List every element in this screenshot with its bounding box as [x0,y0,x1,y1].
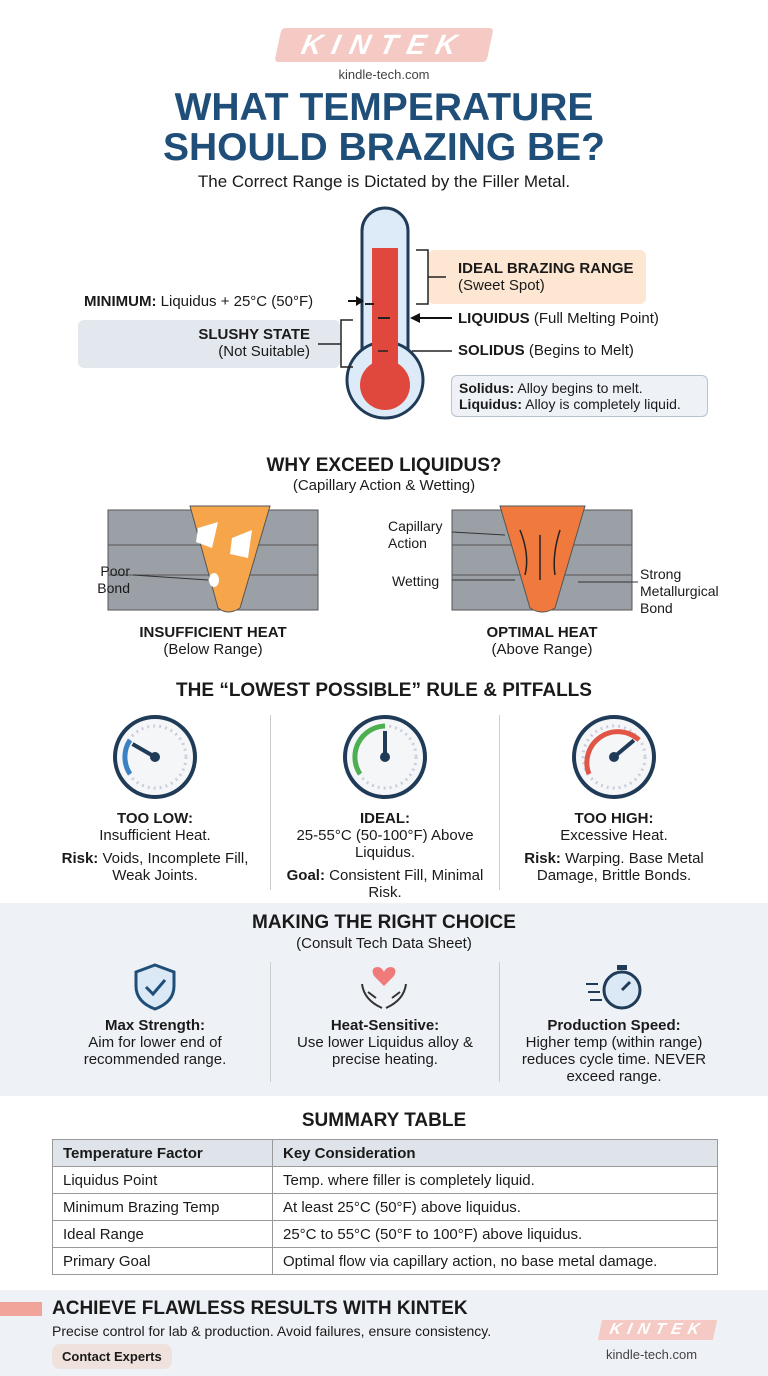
gauge-icon [572,715,656,799]
insufficient-heat-caption: INSUFFICIENT HEAT (Below Range) [139,624,287,658]
risk-text: Voids, Incomplete Fill, Weak Joints. [102,850,249,884]
wetting-label: Wetting [392,573,440,589]
summary-title: SUMMARY TABLE [301,1110,467,1131]
table-cell: Optimal flow via capillary action, no ba… [272,1247,718,1275]
why-subtitle: (Capillary Action & Wetting) [292,477,476,494]
table-cell: Temp. where filler is completely liquid. [272,1166,718,1194]
solidus-label: SOLIDUS (Begins to Melt) [458,342,634,359]
choice-section [0,903,768,1096]
summary-table: Temperature Factor Key Consideration Liqu… [52,1139,718,1275]
table-cell: Liquidus Point [52,1166,273,1194]
rule-item-title: IDEAL: [360,810,410,827]
slushy-box [78,320,340,368]
choice-item-desc: Use lower Liquidus alloy & precise heati… [297,1034,473,1068]
risk-label: Goal: [286,867,325,884]
rule-item-desc: Excessive Heat. [560,827,668,844]
risk-label: Risk: [524,850,561,867]
why-title: WHY EXCEED LIQUIDUS? [266,455,502,476]
table-header-row: Temperature Factor Key Consideration [52,1139,718,1167]
footer-text: Precise control for lab & production. Av… [52,1323,492,1339]
divider [499,715,500,890]
choice-item-desc: Higher temp (within range) reduces cycle… [521,1034,707,1085]
column-header: Key Consideration [272,1139,718,1167]
liquidus-label: LIQUIDUS (Full Melting Point) [458,310,659,327]
ideal-range-box [428,250,646,304]
choice-title: MAKING THE RIGHT CHOICE [252,912,516,933]
risk-text: Warping. Base Metal Damage, Brittle Bond… [536,850,704,884]
page-title: WHAT TEMPERATURE SHOULD BRAZING BE? [163,86,605,169]
rule-item: TOO LOW: Insufficient Heat. Risk: Voids, I… [50,810,260,884]
optimal-heat-caption: OPTIMAL HEAT (Above Range) [486,624,598,658]
stopwatch-icon [586,965,642,1010]
rule-item: IDEAL: 25-55°C (50-100°F) Above Liquidus.… [280,810,490,901]
rule-item: TOO HIGH: Excessive Heat. Risk: Warping. B… [509,810,719,884]
footer-site: kindle-tech.com [606,1347,698,1362]
capillary-label: Capillary Action [388,518,443,551]
table-row: Liquidus Point Temp. where filler is comp… [52,1166,718,1194]
footer-title: ACHIEVE FLAWLESS RESULTS WITH KINTEK [52,1298,468,1319]
choice-item-desc: Aim for lower end of recommended range. [83,1034,227,1068]
choice-subtitle: (Consult Tech Data Sheet) [296,935,472,952]
kintek-logo: KINTEK [274,28,494,62]
accent-bar [0,1302,42,1316]
divider [270,715,271,890]
shield-check-icon [134,963,176,1011]
choice-item: Heat-Sensitive: Use lower Liquidus alloy … [280,1017,490,1068]
risk-text: Consistent Fill, Minimal Risk. [329,867,484,901]
gauge-icon [113,715,197,799]
slushy-label: SLUSHY STATE (Not Suitable) [198,326,310,360]
heart-hands-icon [361,967,407,1009]
joint-diagrams [107,505,638,613]
choice-item-title: Max Strength: [104,1017,205,1034]
ideal-range-label: IDEAL BRAZING RANGE (Sweet Spot) [458,260,634,294]
definition-note: Solidus: Alloy begins to melt. Liquidus: … [451,375,708,417]
risk-label: Risk: [61,850,99,867]
minimum-label: MINIMUM: Liquidus + 25°C (50°F) [84,293,314,310]
footer-logo: KINTEK [597,1320,718,1340]
rule-item-desc: 25-55°C (50-100°F) Above Liquidus. [296,827,474,861]
thermometer-diagram [318,206,452,420]
insufficient-joint [107,505,319,613]
contact-experts-button[interactable]: Contact Experts [52,1344,172,1369]
poor-bond-label: Poor Bond [97,563,130,596]
choice-item: Max Strength: Aim for lower end of recomm… [50,1017,260,1068]
rule-item-desc: Insufficient Heat. [99,827,211,844]
rule-item-title: TOO HIGH: [574,810,654,827]
table-cell: At least 25°C (50°F) above liquidus. [272,1193,718,1221]
table-cell: Primary Goal [52,1247,273,1275]
rule-title: THE “LOWEST POSSIBLE” RULE & PITFALLS [176,680,592,701]
table-row: Ideal Range 25°C to 55°C (50°F to 100°F) … [52,1220,718,1248]
table-cell: Minimum Brazing Temp [52,1193,273,1221]
table-cell: Ideal Range [52,1220,273,1248]
strong-bond-label: Strong Metallurgical Bond [640,566,719,616]
choice-item-title: Production Speed: [547,1017,681,1034]
optimal-joint [451,505,638,613]
table-row: Primary Goal Optimal flow via capillary a… [52,1247,718,1275]
choice-item-title: Heat-Sensitive: [330,1017,440,1034]
divider [270,962,271,1082]
site-url: kindle-tech.com [338,67,430,82]
gauge-icon [343,715,427,799]
table-cell: 25°C to 55°C (50°F to 100°F) above liqui… [272,1220,718,1248]
rule-item-title: TOO LOW: [116,810,194,827]
table-row: Minimum Brazing Temp At least 25°C (50°F)… [52,1193,718,1221]
page-subtitle: The Correct Range is Dictated by the Fil… [197,172,571,191]
column-header: Temperature Factor [52,1139,273,1167]
choice-item: Production Speed: Higher temp (within ran… [509,1017,719,1085]
divider [499,962,500,1082]
